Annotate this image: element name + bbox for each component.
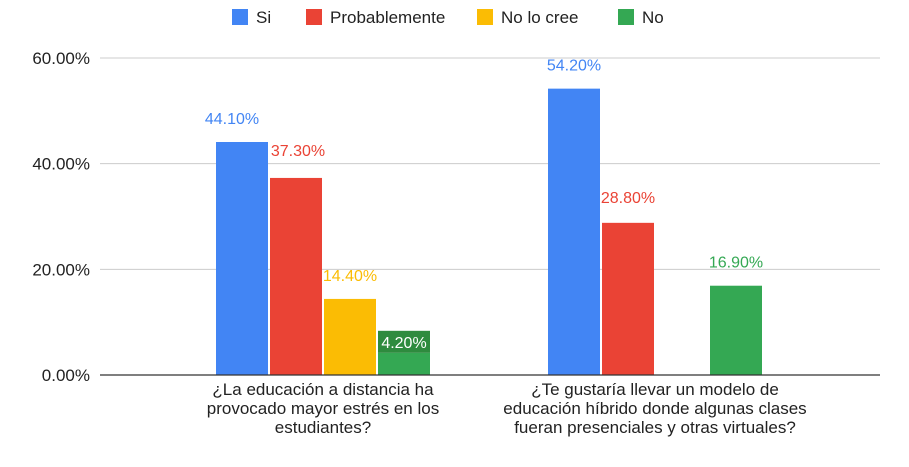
data-label-no-lo-cree: 14.40% [323, 268, 377, 285]
legend-swatch-no [618, 9, 634, 25]
bar-si [548, 88, 600, 375]
data-label-si: 44.10% [205, 111, 259, 128]
bar-no [710, 285, 762, 375]
bar-no-lo-cree [324, 298, 376, 375]
legend: Si Probablemente No lo cree No [232, 8, 664, 27]
legend-label-no: No [642, 8, 664, 27]
bar-no [378, 352, 430, 375]
category-label: fueran presenciales y otras virtuales? [514, 418, 796, 437]
bar-si [216, 142, 268, 375]
data-label-no: 16.90% [709, 255, 763, 272]
data-label-no: 4.20% [381, 335, 426, 352]
legend-label-probablemente: Probablemente [330, 8, 445, 27]
y-tick-label: 0.00% [42, 366, 90, 385]
legend-label-no-lo-cree: No lo cree [501, 8, 578, 27]
y-tick-label: 40.00% [32, 155, 90, 174]
legend-swatch-si [232, 9, 248, 25]
data-label-probablemente: 28.80% [601, 190, 655, 207]
legend-label-si: Si [256, 8, 271, 27]
data-labels: 44.10% 37.30% 14.40% 4.20% 54.20% 28.80% 16.90… [205, 58, 763, 353]
bars [216, 88, 762, 375]
legend-swatch-probablemente [306, 9, 322, 25]
category-label: ¿La educación a distancia ha [212, 380, 434, 399]
bar-probablemente [602, 222, 654, 375]
legend-swatch-no-lo-cree [477, 9, 493, 25]
bar-probablemente [270, 177, 322, 375]
y-axis-ticks: 0.00% 20.00% 40.00% 60.00% [32, 49, 90, 385]
y-tick-label: 60.00% [32, 49, 90, 68]
category-label: ¿Te gustaría llevar un modelo de [531, 380, 779, 399]
data-label-si: 54.20% [547, 58, 601, 75]
category-label: educación híbrido donde algunas clases [503, 399, 806, 418]
data-label-box [378, 330, 430, 353]
category-label: provocado mayor estrés en los [207, 399, 439, 418]
category-label: estudiantes? [275, 418, 371, 437]
y-tick-label: 20.00% [32, 260, 90, 279]
data-label-probablemente: 37.30% [271, 143, 325, 160]
